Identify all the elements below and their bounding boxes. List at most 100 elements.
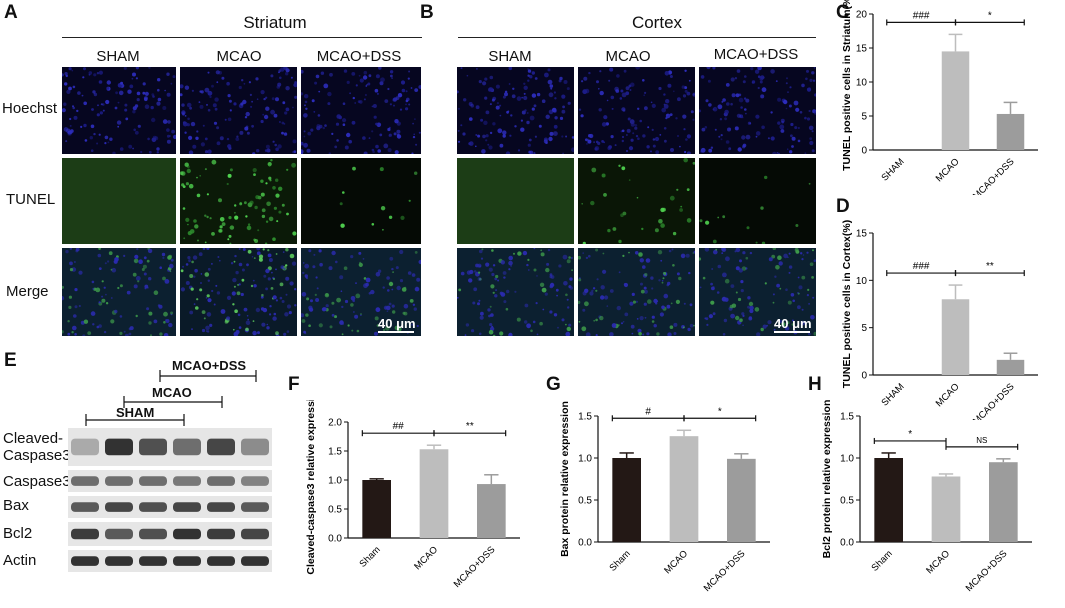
nucleus-dot — [706, 67, 711, 70]
nucleus-dot — [148, 150, 152, 154]
nucleus-dot — [813, 111, 816, 115]
nucleus-dot — [389, 70, 394, 74]
nucleus-dot — [338, 115, 342, 120]
nucleus-dot — [97, 253, 102, 258]
nucleus-dot — [244, 116, 248, 119]
nucleus-dot — [807, 288, 810, 291]
nucleus-dot — [218, 198, 222, 203]
nucleus-dot — [738, 268, 743, 273]
nucleus-dot — [292, 231, 297, 236]
bar — [989, 462, 1018, 542]
nucleus-dot — [350, 303, 354, 307]
nucleus-dot — [571, 136, 574, 139]
nucleus-dot — [513, 252, 515, 255]
nucleus-dot — [227, 144, 232, 149]
nucleus-dot — [78, 270, 83, 275]
nucleus-dot — [690, 110, 694, 114]
nucleus-dot — [566, 87, 570, 91]
nucleus-dot — [704, 126, 708, 129]
nucleus-dot — [136, 98, 140, 102]
nucleus-dot — [180, 269, 184, 273]
nucleus-dot — [549, 84, 554, 88]
nucleus-dot — [520, 127, 525, 132]
nucleus-dot — [639, 316, 644, 321]
nucleus-dot — [244, 126, 249, 131]
nucleus-dot — [708, 314, 713, 319]
nucleus-dot — [137, 124, 141, 128]
nucleus-dot — [809, 78, 813, 82]
nucleus-dot — [228, 99, 232, 103]
nucleus-dot — [523, 92, 526, 95]
nucleus-dot — [343, 69, 348, 73]
nucleus-dot — [488, 145, 493, 150]
nucleus-dot — [132, 110, 136, 114]
nucleus-dot — [275, 147, 279, 152]
nucleus-dot — [263, 114, 269, 120]
nucleus-dot — [231, 291, 236, 296]
nucleus-dot — [68, 86, 72, 91]
nucleus-dot — [661, 305, 665, 310]
nucleus-dot — [101, 280, 104, 283]
nucleus-dot — [377, 149, 381, 153]
nucleus-dot — [802, 254, 805, 256]
blot-band — [139, 438, 167, 456]
nucleus-dot — [306, 148, 311, 153]
nucleus-dot — [578, 108, 582, 111]
nucleus-dot — [134, 104, 139, 108]
nucleus-dot — [253, 257, 256, 259]
nucleus-dot — [801, 308, 804, 311]
nucleus-dot — [779, 124, 785, 130]
blot-band — [207, 528, 235, 540]
nucleus-dot — [660, 259, 663, 262]
nucleus-dot — [229, 226, 232, 229]
nucleus-dot — [780, 118, 785, 123]
nucleus-dot — [98, 248, 101, 250]
nucleus-dot — [745, 134, 751, 140]
nucleus-dot — [657, 250, 663, 255]
nucleus-dot — [393, 132, 397, 136]
panel-label-h: H — [808, 374, 822, 395]
nucleus-dot — [642, 333, 645, 336]
nucleus-dot — [491, 249, 494, 252]
nucleus-dot — [360, 314, 362, 316]
nucleus-dot — [117, 125, 120, 128]
nucleus-dot — [774, 275, 777, 278]
nucleus-dot — [209, 95, 212, 99]
nucleus-dot — [485, 262, 490, 267]
nucleus-dot — [642, 134, 646, 138]
nucleus-dot — [669, 113, 673, 116]
nucleus-dot — [331, 313, 335, 317]
blot-band — [139, 556, 167, 566]
nucleus-dot — [141, 268, 145, 271]
category-label: MCAO+DSS — [702, 548, 748, 594]
nucleus-dot — [166, 128, 170, 132]
nucleus-dot — [66, 89, 71, 94]
nucleus-dot — [227, 173, 232, 178]
nucleus-dot — [204, 87, 210, 93]
nucleus-dot — [482, 81, 487, 86]
nucleus-dot — [207, 90, 213, 96]
category-label: Sham — [357, 544, 382, 569]
nucleus-dot — [502, 134, 506, 138]
nucleus-dot — [626, 128, 631, 133]
nucleus-dot — [540, 249, 543, 252]
nucleus-dot — [616, 74, 620, 78]
bar — [996, 359, 1025, 375]
nucleus-dot — [304, 94, 309, 99]
nucleus-dot — [724, 109, 729, 115]
nucleus-dot — [226, 295, 232, 300]
bar — [727, 458, 756, 542]
nucleus-dot — [233, 260, 236, 263]
nucleus-dot — [334, 315, 337, 319]
nucleus-dot — [142, 82, 146, 86]
panel-label-e: E — [4, 350, 17, 371]
nucleus-dot — [755, 114, 760, 119]
y-tick-label: 0.0 — [328, 534, 342, 545]
nucleus-dot — [68, 295, 72, 299]
nucleus-dot — [726, 102, 730, 106]
nucleus-dot — [163, 333, 169, 336]
nucleus-dot — [371, 148, 375, 152]
nucleus-dot — [248, 81, 251, 84]
y-tick-label: 10 — [856, 276, 868, 287]
nucleus-dot — [189, 106, 192, 110]
